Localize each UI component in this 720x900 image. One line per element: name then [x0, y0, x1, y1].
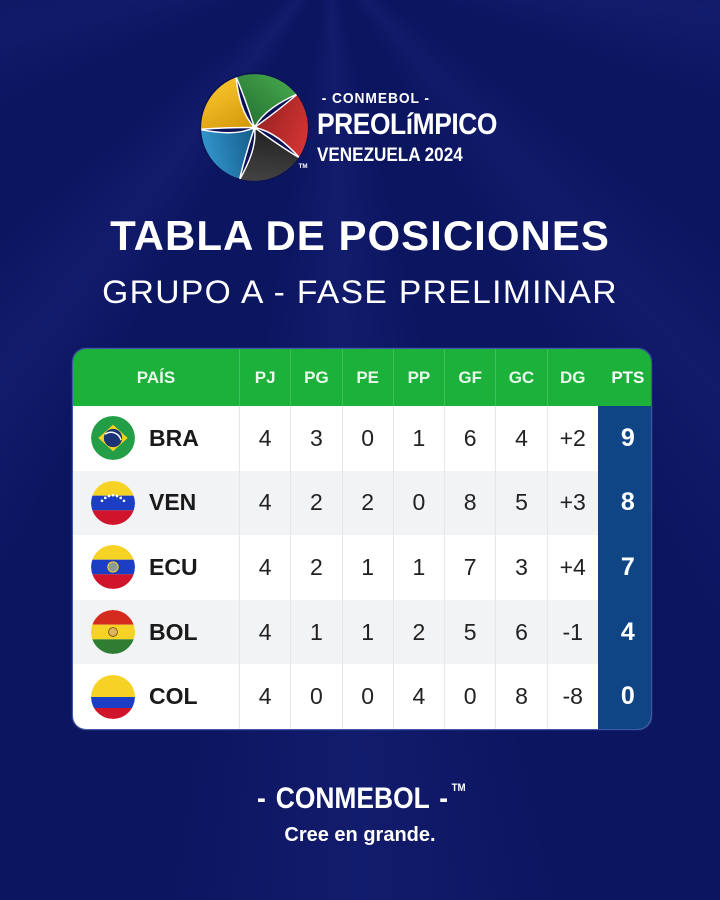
svg-text:TM: TM	[299, 163, 308, 170]
